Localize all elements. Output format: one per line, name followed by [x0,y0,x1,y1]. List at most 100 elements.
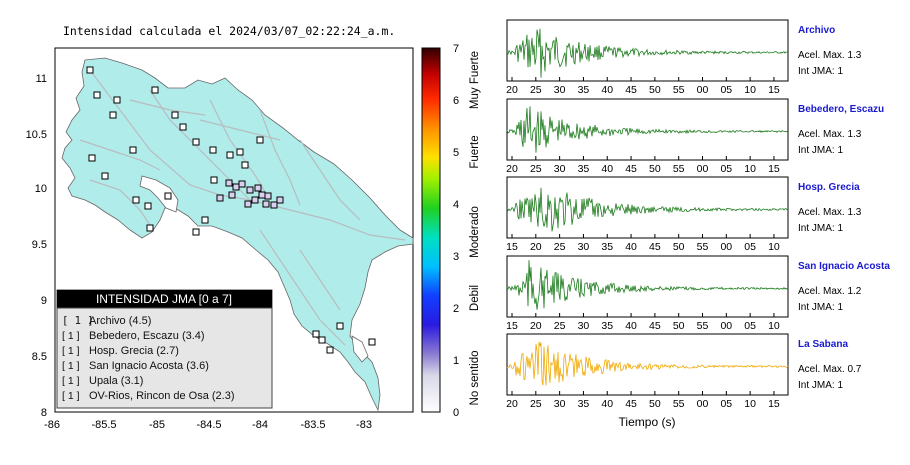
max-acceleration: Acel. Max. 1.2 [798,286,862,297]
legend-item-badge: [ 1 ] [62,345,80,357]
legend-header [57,290,272,308]
station-marker [241,161,249,169]
dulce-gulf [351,335,369,363]
time-tick-label: 50 [673,320,685,332]
time-tick-label: 05 [744,241,756,253]
lon-tick-label: -83 [356,419,372,431]
time-tick-label: 15 [506,320,518,332]
time-tick-label: 35 [578,84,590,96]
waveform-trace [506,28,789,78]
time-tick-label: 50 [649,163,661,175]
colorbar-tick: 7 [453,43,459,55]
station-marker [146,224,154,232]
time-tick-label: 10 [768,320,780,332]
waveform-panel: 20 25 30 35 40 45 50 55 00 05 10 15 Archivo Acel. Max… [506,19,862,96]
time-tick-label: 40 [625,241,637,253]
jma-intensity: Int JMA: 1 [798,302,843,313]
max-acceleration: Acel. Max. 0.7 [798,364,862,375]
station-marker [216,194,224,202]
time-tick-label: 20 [530,241,542,253]
lon-tick-label: -85 [149,419,165,431]
time-tick-label: 25 [530,84,542,96]
time-tick-label: 20 [506,163,518,175]
time-tick-label: 10 [744,398,756,410]
time-tick-label: 25 [554,320,566,332]
station-marker [210,176,218,184]
station-marker [368,338,376,346]
waveform-frame [506,333,789,396]
time-tick-label: 50 [673,241,685,253]
jma-intensity: Int JMA: 1 [798,66,843,77]
station-marker [318,336,326,344]
legend-item-name: Archivo (4.5) [89,315,151,327]
lat-axis: 11 10.5 10 9.5 9 8.5 8 [26,73,47,419]
waveform-panel: 15 20 25 30 35 40 45 50 55 00 05 10 Hosp. Grecia Acel… [506,176,862,253]
time-tick-label: 55 [697,241,709,253]
time-tick-label: 40 [601,398,613,410]
station-marker [228,191,236,199]
time-tick-label: 40 [601,84,613,96]
waveform-frame [506,176,789,239]
waveform-trace [506,341,789,386]
colorbar-category: Debil [469,285,481,311]
legend-item-name: Bebedero, Escazu (3.4) [89,330,205,342]
time-tick-label: 25 [530,398,542,410]
time-tick-label: 30 [578,320,590,332]
station-marker [192,138,200,146]
time-tick-label: 35 [578,163,590,175]
station-marker [244,200,252,208]
time-tick-label: 45 [649,241,661,253]
jma-intensity: Int JMA: 1 [798,380,843,391]
waveform-panels: 20 25 30 35 40 45 50 55 00 05 10 15 Archivo Acel. Max… [506,19,890,410]
station-marker [336,322,344,330]
lat-tick-label: 9.5 [32,239,47,251]
time-tick-label: 20 [506,398,518,410]
time-tick-label: 40 [625,320,637,332]
legend-item-name: Upala (3.1) [89,375,143,387]
lon-tick-label: -86 [44,419,60,431]
station-marker [226,151,234,159]
colorbar-tick: 4 [453,199,459,211]
time-tick-label: 35 [601,241,613,253]
time-axis-label: Tiempo (s) [619,415,676,429]
colorbar-tick: 3 [453,251,459,263]
waveform-panel: 20 25 30 35 40 45 50 55 00 05 10 15 La Sabana Acel. M… [506,333,862,410]
lon-tick-label: -84 [252,419,268,431]
lon-tick-label: -83.5 [300,419,325,431]
station-name: Hosp. Grecia [798,182,860,193]
time-tick-label: 10 [768,241,780,253]
station-marker [151,86,159,94]
legend-item-badge: [ 1 ] [62,360,80,372]
station-marker [209,146,217,154]
station-marker [276,196,284,204]
lon-axis: -86 -85.5 -85 -84.5 -84 -83.5 -83 [44,419,372,431]
colorbar-tick: 6 [453,95,459,107]
waveform-panel: 20 25 30 35 40 45 50 55 00 05 10 15 Bebedero, Escazu… [506,98,884,175]
station-marker [258,191,266,199]
time-tick-label: 00 [720,320,732,332]
colorbar-tick: 5 [453,147,459,159]
waveform-trace [506,260,789,310]
waveform-trace [506,187,789,232]
station-marker [179,123,187,131]
time-tick-label: 10 [744,84,756,96]
time-tick-label: 20 [506,84,518,96]
station-name: Archivo [798,25,835,36]
legend-item-badge: [ 1 ] [62,390,80,402]
time-tick-label: 00 [697,163,709,175]
map-title: Intensidad calculada el 2024/03/07_02:22… [63,24,395,38]
station-marker [264,192,272,200]
station-name: Bebedero, Escazu [798,104,884,115]
lat-tick-label: 8 [41,407,47,419]
time-tick-label: 30 [554,398,566,410]
legend-title: INTENSIDAD JMA [0 a 7] [96,292,232,306]
station-marker [312,330,320,338]
station-name: La Sabana [798,339,848,350]
time-tick-label: 30 [554,163,566,175]
lat-tick-label: 9 [41,295,47,307]
intensity-map: 11 10.5 10 9.5 9 8.5 8 -86 -85.5 -85 -84… [26,47,414,431]
station-marker [326,346,334,354]
time-tick-label: 55 [673,398,685,410]
colorbar-category: No sentido [469,351,481,406]
station-marker [171,111,179,119]
